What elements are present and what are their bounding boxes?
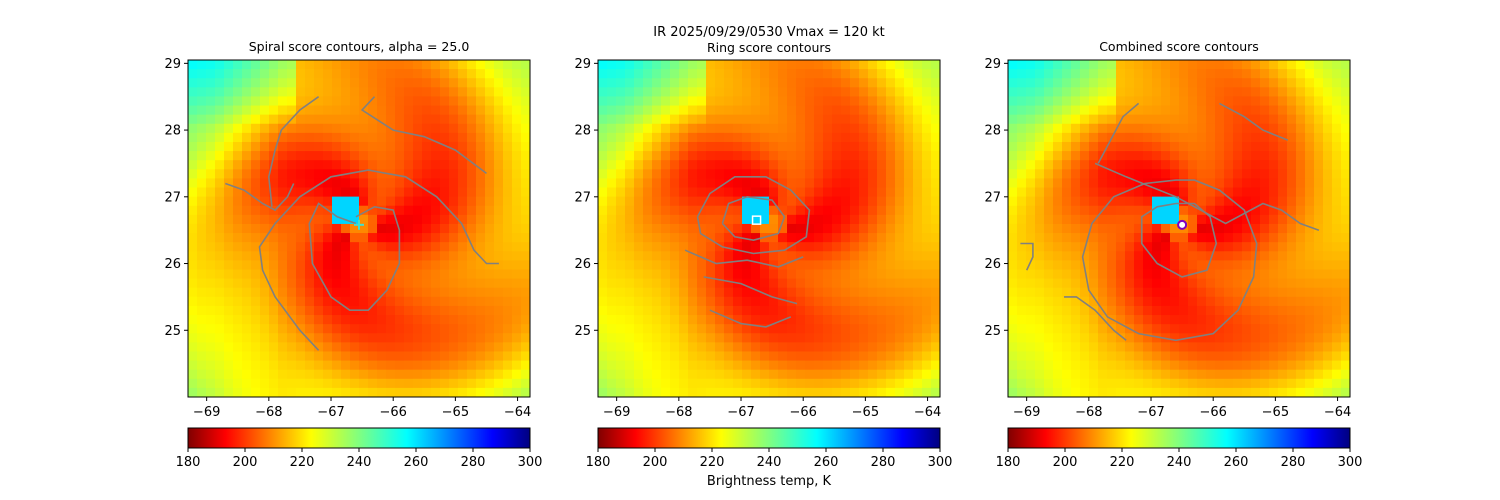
x-tick-label: −66: [789, 405, 816, 420]
colorbar-tick-label: 280: [1281, 455, 1306, 470]
colorbar-tick-label: 260: [404, 455, 429, 470]
x-tick-label: −69: [193, 405, 220, 420]
contour-line-1: [267, 96, 320, 207]
panel-combined: Combined score contours −69 −68 −67 −66 −65 −6…: [984, 39, 1362, 470]
y-tick-label: 26: [164, 257, 181, 272]
figure-suptitle: IR 2025/09/29/0530 Vmax = 120 kt: [653, 25, 884, 40]
y-tick-label: 28: [574, 124, 591, 139]
x-tick-label: −66: [379, 405, 406, 420]
x-tick-label: −68: [1075, 405, 1102, 420]
y-tick-label: 28: [984, 124, 1001, 139]
x-tick-label: −68: [255, 405, 282, 420]
contour-line-0: [225, 182, 295, 212]
x-tick-label: −64: [914, 405, 941, 420]
x-tick-label: −65: [852, 405, 879, 420]
panel-spiral: Spiral score contours, alpha = 25.0 −69 −6…: [164, 39, 542, 470]
colorbar-tick-label: 240: [1167, 455, 1192, 470]
x-tick-label: −67: [727, 405, 754, 420]
colorbar: [597, 427, 941, 449]
contour-line-3: [258, 169, 499, 351]
colorbar-tick-label: 260: [1224, 455, 1249, 470]
panel-ring: Ring score contours −69 −68 −67 −66 −65 −64 25 2…: [574, 40, 952, 470]
contour-line-0: [1097, 102, 1140, 164]
x-tick-label: −69: [1013, 405, 1040, 420]
x-tick-label: −67: [317, 405, 344, 420]
contour-line-4: [709, 309, 792, 328]
contour-line-5: [1081, 179, 1258, 342]
y-tick-label: 27: [574, 190, 591, 205]
colorbar-tick-label: 200: [1053, 455, 1078, 470]
y-tick-label: 26: [984, 257, 1001, 272]
colorbar-tick-label: 280: [461, 455, 486, 470]
contour-line-1: [1219, 102, 1289, 141]
y-tick-label: 28: [164, 124, 181, 139]
y-tick-label: 29: [574, 57, 591, 72]
axes-title: Ring score contours: [707, 40, 831, 55]
contour-line-0: [696, 176, 811, 255]
axes-title: Spiral score contours, alpha = 25.0: [249, 39, 470, 54]
contour-line-2: [1020, 242, 1034, 271]
y-tick-label: 27: [164, 190, 181, 205]
contour-line-2: [360, 96, 487, 175]
axes-frame: [597, 59, 941, 398]
axes-frame: [1007, 59, 1351, 398]
x-tick-label: −69: [603, 405, 630, 420]
colorbar-tick-label: 240: [347, 455, 372, 470]
contour-line-3: [1064, 296, 1127, 341]
x-tick-label: −65: [1262, 405, 1289, 420]
contour-line-1: [721, 195, 786, 242]
colorbar-tick-label: 300: [928, 455, 953, 470]
y-tick-label: 29: [984, 57, 1001, 72]
contour-line-6: [1140, 202, 1218, 278]
x-tick-label: −67: [1137, 405, 1164, 420]
x-tick-label: −66: [1199, 405, 1226, 420]
contour-line-4: [1094, 162, 1320, 231]
y-tick-label: 29: [164, 57, 181, 72]
colorbar: [1007, 427, 1351, 449]
colorbar-tick-label: 300: [518, 455, 543, 470]
y-tick-label: 25: [164, 324, 181, 339]
colorbar-tick-label: 300: [1338, 455, 1363, 470]
colorbar-tick-label: 220: [700, 455, 725, 470]
x-tick-label: −65: [442, 405, 469, 420]
colorbar-tick-label: 180: [586, 455, 611, 470]
colorbar-label: Brightness temp, K: [707, 474, 832, 489]
axes-title: Combined score contours: [1099, 39, 1259, 54]
colorbar-tick-label: 240: [757, 455, 782, 470]
center-marker: [751, 215, 762, 225]
colorbar-tick-label: 260: [814, 455, 839, 470]
colorbar-tick-label: 200: [233, 455, 258, 470]
y-tick-label: 25: [984, 324, 1001, 339]
colorbar-tick-label: 280: [871, 455, 896, 470]
y-tick-label: 25: [574, 324, 591, 339]
y-tick-label: 27: [984, 190, 1001, 205]
contour-line-2: [684, 249, 804, 268]
x-tick-label: −64: [504, 405, 531, 420]
ir-heatmap: [598, 60, 940, 397]
colorbar-tick-label: 180: [176, 455, 201, 470]
colorbar-tick-label: 180: [996, 455, 1021, 470]
center-marker: [354, 219, 364, 230]
colorbar-tick-label: 200: [643, 455, 668, 470]
center-marker: [1177, 219, 1188, 230]
x-tick-label: −68: [665, 405, 692, 420]
colorbar: [187, 427, 531, 449]
y-tick-label: 26: [574, 257, 591, 272]
axes-frame: [187, 59, 531, 398]
x-tick-label: −64: [1324, 405, 1351, 420]
contour-line-4: [308, 202, 401, 311]
contour-line-3: [703, 276, 798, 305]
colorbar-tick-label: 220: [1110, 455, 1135, 470]
colorbar-tick-label: 220: [290, 455, 315, 470]
